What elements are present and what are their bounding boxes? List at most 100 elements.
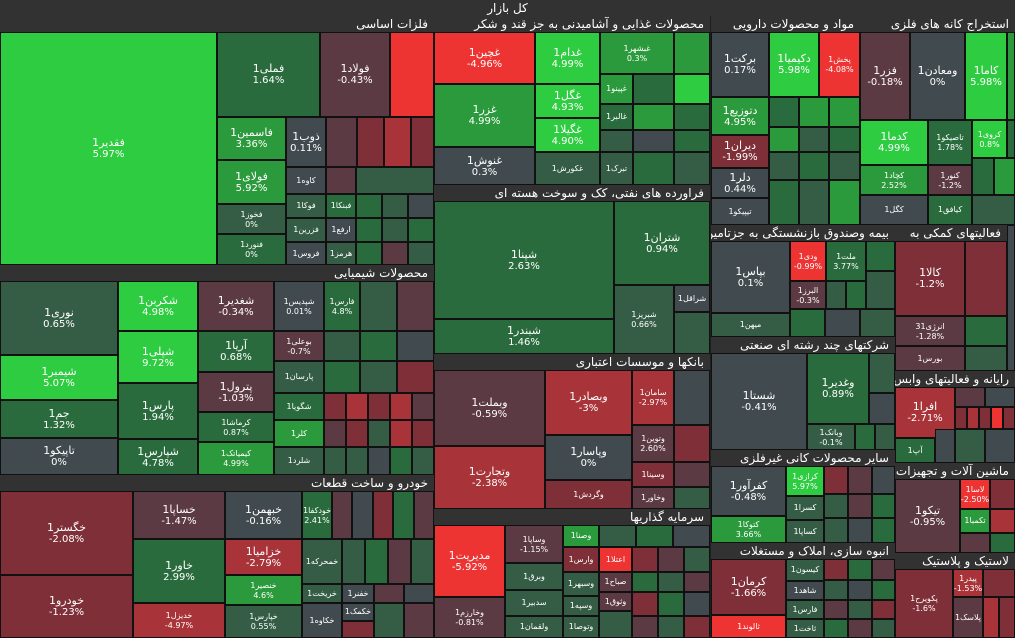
- stock-tile[interactable]: [658, 616, 684, 638]
- stock-tile[interactable]: [769, 97, 799, 127]
- stock-tile[interactable]: غالبر1: [600, 104, 633, 130]
- stock-tile[interactable]: نوری1 0.65%: [0, 281, 118, 355]
- stock-tile[interactable]: [991, 407, 1003, 429]
- stock-tile[interactable]: [600, 130, 633, 152]
- stock-tile[interactable]: [382, 242, 408, 265]
- stock-tile[interactable]: وتجارت1 -2.38%: [434, 446, 545, 509]
- stock-tile[interactable]: کفرآور1 -0.48%: [711, 466, 786, 516]
- stock-tile[interactable]: [985, 429, 1015, 463]
- stock-tile[interactable]: [983, 597, 999, 638]
- stock-tile[interactable]: غچین1 -4.96%: [434, 32, 535, 84]
- stock-tile[interactable]: غزر1 4.99%: [434, 84, 535, 147]
- stock-tile[interactable]: فخوز1 0%: [217, 204, 286, 234]
- stock-tile[interactable]: [658, 592, 684, 616]
- stock-tile[interactable]: وصنا1: [563, 525, 599, 547]
- stock-tile[interactable]: [955, 387, 985, 407]
- stock-tile[interactable]: [972, 195, 1015, 225]
- stock-tile[interactable]: وارس1: [563, 547, 599, 572]
- stock-tile[interactable]: [935, 429, 955, 463]
- stock-tile[interactable]: پارس1 1.94%: [118, 383, 198, 439]
- stock-tile[interactable]: وبصادر1 -3%: [545, 370, 632, 435]
- stock-tile[interactable]: [872, 518, 895, 543]
- stock-tile[interactable]: [368, 447, 390, 475]
- stock-tile[interactable]: [633, 104, 674, 130]
- stock-tile[interactable]: فملی1 1.64%: [217, 32, 320, 117]
- stock-tile[interactable]: [360, 281, 397, 331]
- stock-tile[interactable]: تکمبا1: [960, 509, 990, 533]
- stock-tile[interactable]: خنصیر1 4.6%: [225, 575, 302, 605]
- sector-header[interactable]: خودرو و ساخت قطعات: [0, 475, 434, 491]
- stock-tile[interactable]: [965, 346, 1007, 371]
- stock-tile[interactable]: [674, 130, 710, 152]
- stock-tile[interactable]: [412, 447, 434, 475]
- stock-tile[interactable]: تاصیکو1 1.78%: [928, 120, 972, 165]
- stock-tile[interactable]: [368, 420, 390, 447]
- stock-tile[interactable]: لاسا1 -2.50%: [960, 479, 990, 509]
- stock-tile[interactable]: [388, 539, 411, 584]
- stock-tile[interactable]: [346, 447, 368, 475]
- stock-tile[interactable]: [955, 429, 985, 463]
- stock-tile[interactable]: [875, 424, 895, 450]
- stock-tile[interactable]: [326, 167, 356, 194]
- stock-tile[interactable]: [633, 130, 674, 152]
- stock-tile[interactable]: وسپه1: [563, 596, 599, 616]
- stock-tile[interactable]: خکاوه1: [302, 603, 342, 638]
- stock-tile[interactable]: ارفع1: [326, 218, 356, 242]
- stock-tile[interactable]: [999, 597, 1015, 638]
- stock-tile[interactable]: شکربن1 4.98%: [118, 281, 198, 331]
- stock-tile[interactable]: فروس1: [286, 242, 326, 265]
- stock-tile[interactable]: خگستر1 -2.08%: [0, 491, 133, 575]
- stock-tile[interactable]: [994, 158, 1015, 195]
- stock-tile[interactable]: [411, 539, 434, 584]
- stock-tile[interactable]: غنوش1 0.3%: [434, 147, 535, 185]
- stock-tile[interactable]: [390, 393, 412, 420]
- stock-tile[interactable]: [824, 619, 848, 638]
- stock-tile[interactable]: [684, 572, 710, 592]
- stock-tile[interactable]: [674, 462, 710, 487]
- stock-tile[interactable]: [412, 420, 434, 447]
- stock-tile[interactable]: [872, 494, 895, 518]
- stock-tile[interactable]: خمحرکه1: [302, 539, 342, 584]
- stock-tile[interactable]: فارس1 4.8%: [324, 281, 360, 331]
- sector-header[interactable]: بیمه وصندوق بازنشستگی به جزتامین: [711, 225, 895, 241]
- stock-tile[interactable]: [860, 309, 895, 337]
- stock-tile[interactable]: [324, 331, 360, 361]
- stock-tile[interactable]: کیمیاتک1 4.99%: [198, 442, 274, 475]
- stock-tile[interactable]: وسبهر1: [563, 572, 599, 596]
- stock-tile[interactable]: [674, 312, 710, 354]
- stock-tile[interactable]: [357, 117, 384, 167]
- sector-header[interactable]: محصولات شیمیایی: [0, 265, 434, 281]
- stock-tile[interactable]: وبملت1 -0.59%: [434, 370, 545, 446]
- stock-tile[interactable]: اعتلا1: [599, 547, 632, 572]
- stock-tile[interactable]: [965, 241, 1007, 316]
- stock-tile[interactable]: کاوه1: [286, 167, 326, 194]
- stock-tile[interactable]: [955, 407, 967, 429]
- stock-tile[interactable]: پکویرح1 -1.6%: [895, 569, 953, 638]
- stock-tile[interactable]: [658, 547, 684, 572]
- stock-tile[interactable]: شراقل1: [674, 285, 710, 312]
- stock-tile[interactable]: [352, 491, 373, 539]
- stock-tile[interactable]: فزر1 -0.18%: [860, 32, 910, 120]
- stock-tile[interactable]: شغدیر1 -0.34%: [198, 281, 274, 331]
- stock-tile[interactable]: شگویا1: [274, 393, 324, 420]
- stock-tile[interactable]: شاهد1: [786, 581, 824, 600]
- stock-tile[interactable]: [674, 425, 710, 462]
- stock-tile[interactable]: [848, 619, 872, 638]
- stock-tile[interactable]: شلرد1: [274, 447, 324, 475]
- stock-tile[interactable]: خاور1 2.99%: [133, 539, 225, 603]
- stock-tile[interactable]: سدبیر1: [505, 590, 563, 616]
- stock-tile[interactable]: [960, 533, 990, 553]
- stock-tile[interactable]: [790, 309, 825, 337]
- stock-tile[interactable]: [324, 361, 360, 393]
- stock-tile[interactable]: شپدیس1 0.01%: [274, 281, 324, 331]
- stock-tile[interactable]: فبنکا1: [326, 194, 356, 218]
- stock-tile[interactable]: [674, 370, 710, 425]
- sector-header[interactable]: شرکتهای چند رشته ای صنعتی: [711, 337, 895, 353]
- stock-tile[interactable]: فقدیر1 5.97%: [0, 32, 217, 265]
- stock-tile[interactable]: [799, 180, 829, 225]
- stock-tile[interactable]: [846, 281, 866, 309]
- stock-tile[interactable]: آپ1: [895, 438, 935, 463]
- stock-tile[interactable]: [324, 420, 346, 447]
- stock-tile[interactable]: البرز1 -0.3%: [790, 281, 826, 309]
- sector-header[interactable]: محصولات غذایی و آشامیدنی به جز قند و شکر: [434, 16, 710, 32]
